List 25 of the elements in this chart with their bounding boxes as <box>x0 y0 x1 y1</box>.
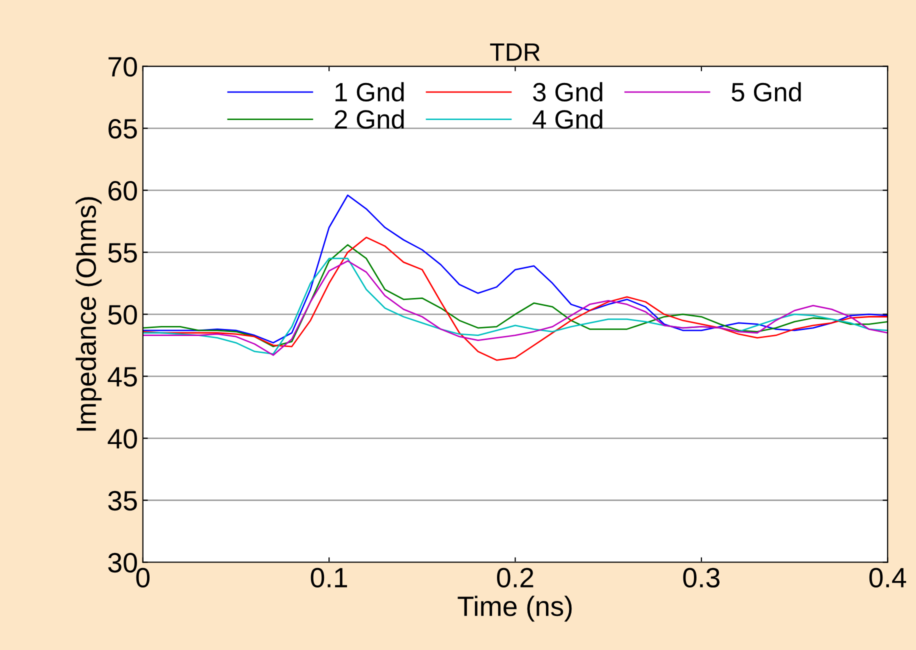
y-tick-label: 40 <box>108 428 137 449</box>
line-series <box>142 194 888 344</box>
y-axis-title: Impedance (Ohms) <box>76 197 102 431</box>
y-tick-label: 60 <box>108 180 137 201</box>
x-axis-title: Time (ns) <box>458 596 572 622</box>
line-series <box>142 236 888 361</box>
y-tick-label: 65 <box>108 118 137 139</box>
y-tick-label: 50 <box>108 304 137 325</box>
y-tick-label: 55 <box>108 243 137 263</box>
legend-label: 3 Gnd <box>533 82 602 102</box>
x-tick-label: 0 <box>136 568 150 588</box>
legend-label: 1 Gnd <box>336 82 404 102</box>
chart-title: TDR <box>490 44 540 61</box>
legend-label: 5 Gnd <box>732 82 801 102</box>
x-tick-label: 0.4 <box>869 568 906 588</box>
y-tick-label: 45 <box>108 367 137 387</box>
x-tick-label: 0.3 <box>683 568 720 588</box>
y-tick-label: 30 <box>108 552 137 573</box>
y-tick-label: 70 <box>108 56 137 77</box>
legend-label: 4 Gnd <box>532 109 602 129</box>
x-tick-label: 0.1 <box>310 568 348 588</box>
line-series <box>142 244 888 348</box>
x-tick-label: 0.2 <box>497 568 534 588</box>
y-tick-label: 35 <box>108 490 137 511</box>
legend-label: 2 Gnd <box>334 109 404 129</box>
